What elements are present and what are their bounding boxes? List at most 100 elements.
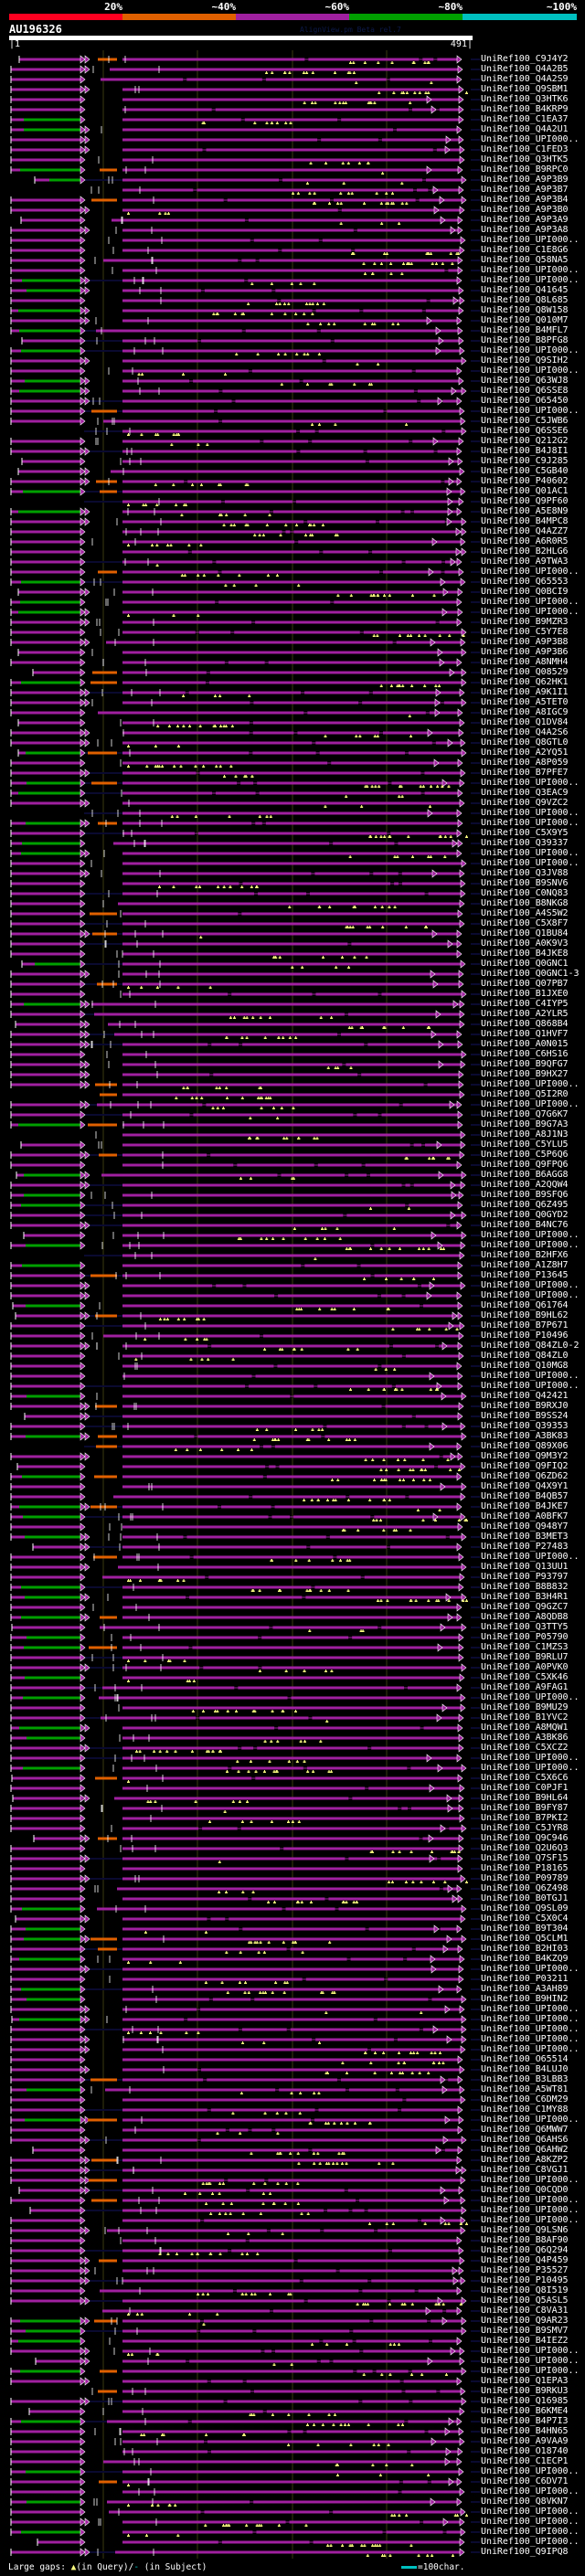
query-gap-marker [331, 1670, 333, 1671]
main-segment [272, 510, 401, 514]
query-gap-marker [182, 1580, 186, 1582]
left-segment [11, 942, 80, 946]
query-gap-marker [307, 1439, 311, 1441]
main-segment [255, 1374, 458, 1378]
query-gap-marker [258, 1590, 261, 1592]
low-identity-segment [91, 409, 117, 413]
end-arrow-icon [461, 1663, 467, 1672]
right-overhang [471, 843, 480, 844]
main-segment [290, 2028, 420, 2031]
query-gap-marker [200, 1359, 204, 1361]
query-gap-marker [399, 1247, 400, 1249]
query-gap-marker [295, 525, 299, 526]
query-gap-marker [372, 595, 376, 597]
main-segment [122, 922, 460, 926]
query-gap-marker [263, 1992, 267, 1994]
query-gap-marker [221, 1108, 225, 1109]
query-gap-marker [296, 2203, 300, 2205]
end-arrow-icon [80, 1532, 86, 1542]
end-arrow-icon [458, 437, 464, 446]
query-gap-marker [394, 1368, 396, 1370]
end-arrow-icon [80, 376, 86, 386]
main-segment [413, 510, 457, 514]
main-segment [391, 781, 460, 785]
query-gap-marker [311, 72, 314, 74]
right-overhang [471, 853, 480, 854]
alignment-row [10, 1040, 480, 1049]
query-gap-marker [370, 323, 374, 325]
query-gap-marker [422, 1519, 424, 1521]
query-gap-marker [320, 1992, 324, 1994]
query-gap-marker [325, 1500, 329, 1501]
query-gap-marker [277, 354, 281, 355]
end-arrow-icon [80, 1261, 86, 1270]
query-gap-marker [450, 252, 452, 254]
query-gap-marker [310, 534, 312, 535]
main-segment [122, 2128, 226, 2132]
query-gap-marker [308, 1559, 310, 1561]
right-overhang [471, 270, 480, 271]
right-overhang [471, 1094, 480, 1096]
end-arrow-icon [80, 95, 86, 104]
main-segment [374, 1274, 458, 1277]
right-overhang [471, 1606, 480, 1608]
high-identity-segment [21, 681, 80, 684]
unaligned-region [84, 2139, 122, 2141]
alignment-row [10, 1814, 480, 1823]
left-segment [11, 1656, 80, 1659]
left-segment [11, 88, 80, 91]
query-gap-marker [433, 1157, 435, 1159]
main-segment [122, 801, 460, 805]
right-overhang [471, 1074, 480, 1076]
main-segment [102, 1686, 235, 1690]
query-gap-marker [324, 735, 326, 737]
query-gap-marker [353, 1439, 356, 1441]
right-overhang [471, 1998, 480, 2000]
query-gap-marker [197, 575, 200, 577]
alignment-row [10, 658, 480, 667]
query-gap-marker [246, 1016, 248, 1018]
end-arrow-icon [84, 226, 90, 235]
main-segment [122, 188, 194, 192]
left-segment [16, 1314, 80, 1318]
main-segment [235, 399, 418, 403]
alignment-row [10, 306, 480, 315]
query-gap-marker [354, 906, 356, 907]
left-segment [18, 470, 80, 473]
query-gap-marker [345, 2163, 348, 2165]
query-gap-marker [288, 1037, 292, 1039]
query-gap-marker [202, 122, 206, 124]
query-gap-marker [242, 313, 244, 314]
end-arrow-icon [458, 1080, 464, 1089]
query-gap-marker [349, 71, 351, 73]
query-gap-marker [182, 726, 186, 727]
query-gap-marker [324, 1228, 327, 1230]
end-arrow-icon [456, 2156, 463, 2165]
query-gap-marker [369, 101, 371, 103]
query-gap-marker [347, 967, 351, 969]
end-arrow-icon [459, 779, 465, 788]
query-gap-marker [309, 302, 311, 304]
right-overhang [471, 1084, 480, 1086]
query-gap-marker [238, 1982, 241, 1984]
main-segment [99, 1696, 288, 1700]
end-arrow-icon [440, 2216, 446, 2225]
query-gap-marker [238, 575, 241, 577]
query-gap-marker [191, 1097, 193, 1098]
end-arrow-icon [457, 1271, 463, 1280]
end-arrow-icon [80, 1975, 86, 1984]
end-arrow-icon [84, 2005, 90, 2014]
main-segment [122, 379, 190, 383]
scale-label-40: ~40% [211, 1, 237, 13]
query-gap-marker [294, 1429, 298, 1431]
query-gap-marker [397, 684, 399, 686]
query-gap-marker [218, 484, 221, 486]
left-segment [21, 218, 80, 222]
query-gap-marker [342, 1529, 344, 1531]
query-gap-marker [187, 545, 191, 546]
end-arrow-icon [80, 1120, 86, 1129]
main-segment [122, 1465, 266, 1468]
main-segment [122, 198, 224, 202]
main-segment [122, 2068, 198, 2072]
query-gap-marker [268, 1901, 270, 1903]
